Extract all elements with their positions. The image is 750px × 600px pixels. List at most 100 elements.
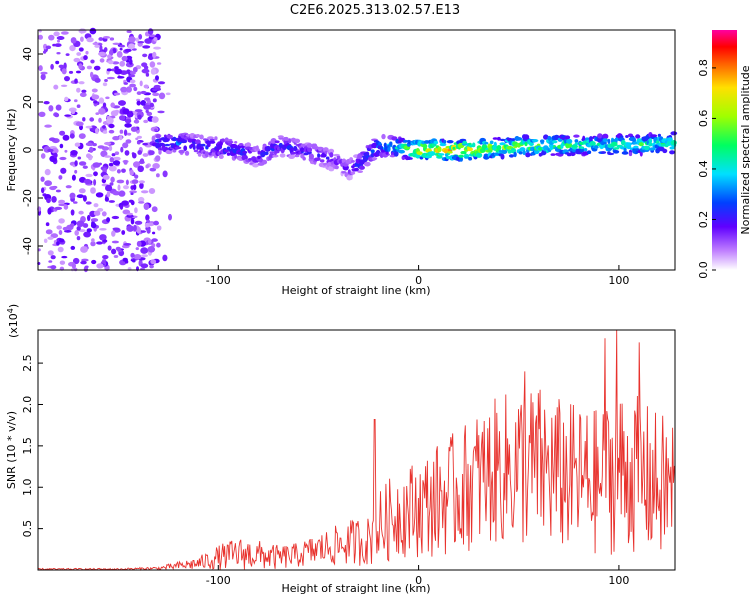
spectrogram-ridge-cell <box>497 136 501 141</box>
spectrogram-noise-cell <box>128 36 136 43</box>
spectrogram-ridge-cell <box>269 151 275 155</box>
spectrogram-noise-cell <box>137 165 144 173</box>
colorbar-tick-label: 0.4 <box>697 160 710 178</box>
spectrogram-ridge-cell <box>391 136 398 141</box>
spectrogram-noise-cell <box>40 176 45 182</box>
spectrogram-noise-cell <box>112 136 120 141</box>
snr-x-axis-label: Height of straight line (km) <box>281 582 430 595</box>
spectrogram-noise-cell <box>154 128 158 132</box>
spectrogram-noise-cell <box>53 31 60 37</box>
snr-y-tick-label: 2.0 <box>21 396 34 414</box>
spectrogram-noise-cell <box>114 66 119 70</box>
spectrogram-noise-cell <box>168 213 172 221</box>
spectrogram-noise-cell <box>153 37 158 42</box>
spectrogram-noise-cell <box>102 82 108 87</box>
spectrogram-ridge-cell <box>446 140 454 144</box>
spectrogram-ridge-cell <box>607 152 615 156</box>
spectrogram-ridge-cell <box>499 142 506 146</box>
spectrogram-ridge-cell <box>240 145 246 149</box>
spectrogram-noise-cell <box>133 184 137 191</box>
spectrogram-noise-cell <box>74 99 78 103</box>
spectrogram-noise-cell <box>118 100 126 106</box>
spectrogram-noise-cell <box>56 52 61 55</box>
spectrogram-noise-cell <box>86 37 94 43</box>
spectrogram-ridge-cell <box>193 149 199 153</box>
spectrogram-noise-cell <box>58 218 65 224</box>
spectrogram-noise-cell <box>80 36 84 42</box>
spectrogram-ridge-cell <box>643 145 651 151</box>
spectrogram-ridge-cell <box>459 156 463 162</box>
spectrogram-noise-cell <box>152 98 157 103</box>
spectrogram-noise-cell <box>143 119 149 124</box>
spectrogram-noise-cell <box>155 75 159 81</box>
spectrogram-ridge-cell <box>260 151 266 158</box>
spectrogram-noise-cell <box>138 196 145 203</box>
spectrogram-noise-cell <box>153 220 160 226</box>
spectrogram-ridge-cell <box>522 134 530 140</box>
spectrogram-noise-cell <box>74 169 78 174</box>
spectrogram-ridge-cell <box>245 142 252 149</box>
spectrogram-noise-cell <box>40 71 48 75</box>
spectrogram-noise-cell <box>96 241 103 245</box>
spectrogram-ridge-cell <box>602 133 609 140</box>
spectrogram-ridge-cell <box>587 150 592 154</box>
spectrogram-noise-cell <box>117 76 125 79</box>
spectrogram-ridge-cell <box>197 143 203 147</box>
spectrogram-ridge-cell <box>350 171 356 175</box>
spectrogram-noise-cell <box>86 65 92 70</box>
spectrogram-noise-cell <box>143 104 152 110</box>
spectrogram-noise-cell <box>90 222 97 229</box>
spectrogram-noise-cell <box>142 153 149 157</box>
spectrogram-noise-cell <box>71 262 76 269</box>
spectrogram-ridge-cell <box>204 151 210 158</box>
spectrogram-noise-cell <box>89 146 94 153</box>
spectrogram-ridge-cell <box>531 139 539 143</box>
spectrogram-noise-cell <box>83 178 92 185</box>
spectrogram-noise-cell <box>108 129 115 134</box>
spectrogram-ridge-cell <box>387 146 391 152</box>
spectrogram-noise-cell <box>90 59 95 64</box>
spectrogram-noise-cell <box>70 245 76 250</box>
spectrogram-ridge-cell <box>515 137 523 141</box>
spectrogram-noise-cell <box>82 117 86 122</box>
spectrogram-noise-cell <box>58 64 64 69</box>
spectrogram-noise-cell <box>145 214 150 221</box>
spectrogram-ridge-cell <box>228 138 233 142</box>
spectrogram-noise-cell <box>107 54 112 59</box>
spectrogram-ridge-cell <box>597 133 603 139</box>
spectrogram-noise-cell <box>76 87 81 93</box>
spectrogram-noise-cell <box>92 162 101 168</box>
spectrogram-noise-cell <box>76 226 81 231</box>
spectrogram-noise-cell <box>102 125 106 129</box>
spectrogram-y-tick-label: 0 <box>21 147 34 154</box>
spectrogram-noise-cell <box>149 102 154 108</box>
spectrogram-noise-cell <box>141 68 150 74</box>
spectrogram-noise-cell <box>102 36 111 39</box>
spectrogram-noise-cell <box>73 57 81 63</box>
spectrogram-ridge-cell <box>354 167 359 172</box>
spectrogram-noise-cell <box>126 132 132 136</box>
spectrogram-noise-cell <box>85 50 89 55</box>
spectrogram-ridge-cell <box>325 156 330 160</box>
spectrogram-ridge-cell <box>242 150 248 154</box>
spectrogram-noise-cell <box>140 230 146 233</box>
spectrogram-noise-cell <box>68 70 74 74</box>
spectrogram-ridge-cell <box>293 138 301 144</box>
spectrogram-noise-cell <box>120 86 128 93</box>
spectrogram-noise-cell <box>137 135 142 139</box>
spectrogram-noise-cell <box>95 192 104 198</box>
spectrogram-noise-cell <box>113 156 121 161</box>
spectrogram-y-tick-label: 40 <box>21 47 34 61</box>
spectrogram-noise-cell <box>124 150 130 156</box>
spectrogram-noise-cell <box>85 173 93 178</box>
spectrogram-noise-cell <box>133 86 138 92</box>
spectrogram-noise-cell <box>143 65 149 70</box>
spectrogram-ridge-cell <box>467 147 473 152</box>
spectrogram-ridge-cell <box>623 147 627 152</box>
spectrogram-ridge-cell <box>437 153 445 156</box>
spectrogram-noise-cell <box>109 182 114 186</box>
spectrogram-noise-cell <box>138 34 143 40</box>
spectrogram-ridge-cell <box>540 139 545 143</box>
spectrogram-noise-cell <box>106 117 114 125</box>
snr-plot-area <box>38 330 675 570</box>
